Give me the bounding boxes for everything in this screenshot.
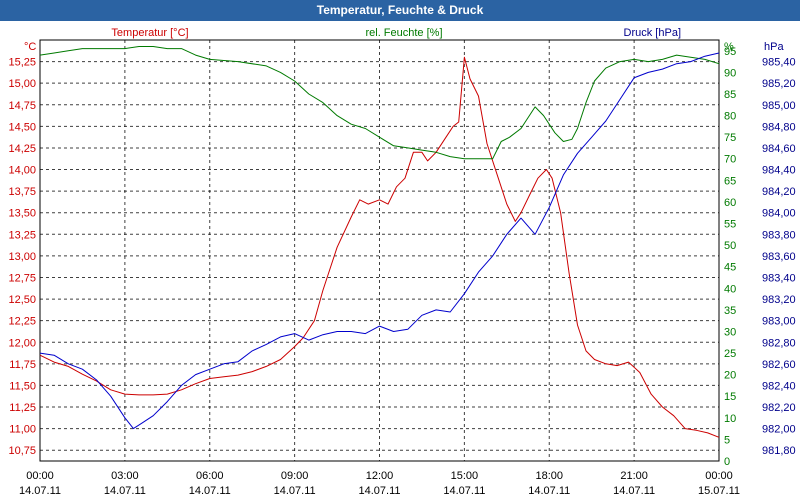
pressure-tick-label: 982,00 (762, 424, 796, 436)
humidity-tick-label: 95 (724, 46, 736, 58)
pressure-tick-label: 985,20 (762, 78, 796, 90)
x-tick-time-label: 03:00 (111, 470, 139, 482)
x-tick-date-label: 14.07.11 (19, 485, 61, 497)
x-tick-date-label: 14.07.11 (104, 485, 146, 497)
pressure-tick-label: 981,80 (762, 445, 796, 457)
x-tick-time-label: 09:00 (281, 470, 309, 482)
humidity-tick-label: 35 (724, 305, 736, 317)
x-tick-time-label: 18:00 (535, 470, 563, 482)
humidity-tick-label: 45 (724, 262, 736, 274)
x-tick-date-label: 14.07.11 (274, 485, 316, 497)
temperature-tick-label: 12,25 (8, 316, 36, 328)
temperature-tick-label: 12,00 (8, 337, 36, 349)
temperature-axis-title: Temperatur [°C] (111, 27, 188, 39)
x-tick-date-label: 14.07.11 (189, 485, 231, 497)
humidity-tick-label: 65 (724, 175, 736, 187)
series-line-pressure (39, 52, 720, 430)
humidity-tick-label: 40 (724, 283, 736, 295)
temperature-tick-label: 14,50 (8, 121, 36, 133)
series-line-humidity (39, 46, 720, 160)
humidity-tick-label: 0 (724, 456, 730, 468)
humidity-tick-label: 5 (724, 434, 730, 446)
humidity-tick-label: 55 (724, 219, 736, 231)
x-tick-date-label: 14.07.11 (443, 485, 485, 497)
pressure-tick-label: 985,40 (762, 57, 796, 69)
humidity-tick-label: 30 (724, 326, 736, 338)
plot-area-frame (39, 39, 720, 462)
humidity-axis-title: rel. Feuchte [%] (365, 27, 442, 39)
pressure-tick-label: 982,80 (762, 337, 796, 349)
humidity-tick-label: 20 (724, 370, 736, 382)
x-tick-date-label: 15.07.11 (698, 485, 740, 497)
pressure-tick-label: 985,00 (762, 100, 796, 112)
x-tick-date-label: 14.07.11 (613, 485, 655, 497)
humidity-tick-label: 15 (724, 391, 736, 403)
temperature-tick-label: 11,75 (9, 359, 36, 371)
humidity-tick-label: 60 (724, 197, 736, 209)
pressure-tick-label: 983,00 (762, 316, 796, 328)
temperature-tick-label: 15,25 (8, 57, 36, 69)
temperature-tick-label: 13,50 (8, 208, 36, 220)
humidity-tick-label: 70 (724, 154, 736, 166)
x-tick-date-label: 14.07.11 (528, 485, 570, 497)
x-tick-time-label: 21:00 (620, 470, 648, 482)
axis-labels: 10,75 11,00 11,25 11,50 11,75 12,00 12,25 12,50… (8, 27, 795, 497)
pressure-axis-title: Druck [hPa] (624, 27, 681, 39)
x-tick-time-label: 12:00 (366, 470, 394, 482)
pressure-tick-label: 982,20 (762, 402, 796, 414)
pressure-tick-label: 984,20 (762, 186, 796, 198)
pressure-unit-label: hPa (764, 41, 784, 53)
humidity-tick-label: 75 (724, 132, 736, 144)
temperature-tick-label: 13,75 (8, 186, 36, 198)
x-tick-time-label: 00:00 (26, 470, 54, 482)
temperature-tick-label: 14,75 (8, 100, 36, 112)
humidity-tick-label: 50 (724, 240, 736, 252)
pressure-tick-label: 982,60 (762, 359, 796, 371)
x-tick-time-label: 00:00 (705, 470, 733, 482)
pressure-tick-label: 983,60 (762, 251, 796, 263)
humidity-unit-label: % (724, 41, 734, 53)
pressure-tick-label: 984,80 (762, 121, 796, 133)
humidity-tick-label: 80 (724, 111, 736, 123)
temperature-tick-label: 14,25 (8, 143, 36, 155)
humidity-tick-label: 25 (724, 348, 736, 360)
x-tick-date-label: 14.07.11 (358, 485, 400, 497)
temperature-tick-label: 15,00 (8, 78, 36, 90)
humidity-tick-label: 85 (724, 89, 736, 101)
x-tick-time-label: 15:00 (451, 470, 479, 482)
humidity-tick-label: 90 (724, 67, 736, 79)
pressure-tick-label: 984,60 (762, 143, 796, 155)
temperature-tick-label: 11,25 (9, 402, 36, 414)
chart-title: Temperatur, Feuchte & Druck (0, 0, 800, 21)
temperature-tick-label: 10,75 (8, 445, 36, 457)
temperature-tick-label: 12,50 (8, 294, 36, 306)
temperature-tick-label: 11,00 (9, 424, 36, 436)
temperature-tick-label: 11,50 (9, 380, 36, 392)
series-line-temperature (39, 56, 720, 438)
temperature-tick-label: 13,25 (8, 229, 36, 241)
pressure-tick-label: 983,40 (762, 272, 796, 284)
temperature-tick-label: 14,00 (8, 165, 36, 177)
pressure-tick-label: 984,00 (762, 208, 796, 220)
pressure-tick-label: 983,20 (762, 294, 796, 306)
x-tick-time-label: 06:00 (196, 470, 224, 482)
temperature-tick-label: 13,00 (8, 251, 36, 263)
data-series (39, 46, 720, 438)
humidity-tick-label: 10 (724, 413, 736, 425)
pressure-tick-label: 983,80 (762, 229, 796, 241)
pressure-tick-label: 984,40 (762, 165, 796, 177)
temperature-tick-label: 12,75 (8, 272, 36, 284)
grid-lines (40, 40, 719, 461)
temperature-unit-label: °C (24, 41, 36, 53)
pressure-tick-label: 982,40 (762, 380, 796, 392)
